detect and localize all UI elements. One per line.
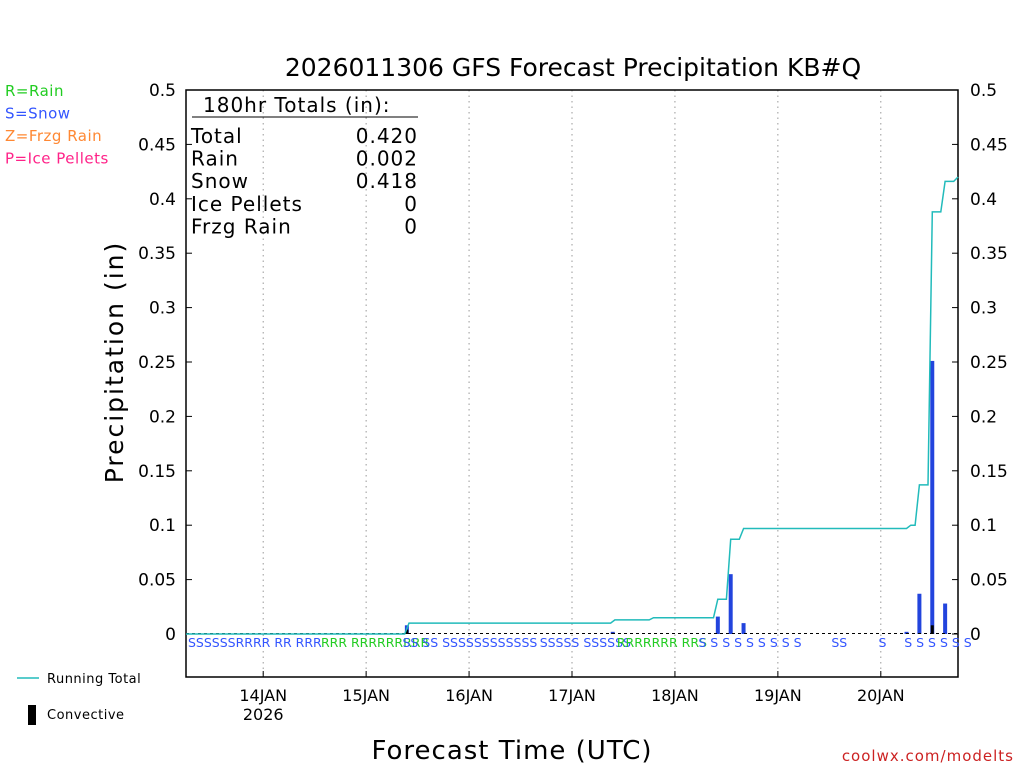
- x-tick-label: 18JAN: [651, 686, 699, 705]
- x-tick-label: 20JAN: [857, 686, 905, 705]
- bottom-legend: Running Total Convective: [17, 672, 141, 725]
- totals-box: 180hr Totals (in): Total 0.420 Rain 0.002 Sno…: [190, 93, 418, 238]
- y-tick-label-right: 0.3: [970, 299, 997, 319]
- legend-bar-swatch: [28, 705, 36, 725]
- precip-type-group: RRR RRRRRRRRR: [321, 635, 430, 650]
- precip-type-group: SS SS SSSSSSSSSSSS: [402, 635, 537, 650]
- totals-label: Snow: [191, 169, 249, 193]
- y-axis-right: 0 0.05 0.1 0.15 0.2 0.25 0.3 0.35 0.4 0.45 0.5: [952, 81, 1008, 645]
- totals-header: 180hr Totals (in):: [203, 93, 391, 117]
- totals-label: Ice Pellets: [191, 192, 303, 216]
- precip-type-group: RRRRRRR RRS: [617, 635, 707, 650]
- precip-bar: [930, 360, 935, 634]
- convective-bars: [405, 625, 934, 634]
- y-tick-label-left: 0.45: [138, 135, 176, 155]
- totals-label: Total: [190, 124, 243, 148]
- precip-bars: [404, 360, 948, 634]
- x-tick-label: 15JAN: [342, 686, 390, 705]
- x-tick-sublabel: 2026: [243, 705, 284, 724]
- y-tick-label-left: 0.4: [149, 190, 176, 210]
- y-tick-label-right: 0.1: [970, 516, 997, 536]
- totals-label: Rain: [191, 147, 239, 171]
- type-legend-item: S=Snow: [5, 105, 71, 123]
- precip-type-group: S S S S S S: [904, 635, 972, 650]
- credit-text: coolwx.com/modelts: [842, 747, 1014, 765]
- y-tick-label-left: 0.15: [138, 462, 176, 482]
- y-axis-label: Precipitation (in): [100, 241, 129, 484]
- y-axis-left: 0 0.05 0.1 0.15 0.2 0.25 0.3 0.35 0.4 0.45 0.5: [138, 81, 192, 645]
- totals-value: 0: [404, 214, 418, 238]
- y-tick-label-right: 0.2: [970, 407, 997, 427]
- y-tick-label-right: 0.4: [970, 190, 997, 210]
- totals-value: 0.420: [356, 124, 418, 148]
- y-tick-label-right: 0.25: [970, 353, 1008, 373]
- running-total-line: [186, 176, 959, 635]
- x-tick-label: 16JAN: [445, 686, 493, 705]
- precip-type-group: SS: [831, 635, 847, 650]
- x-tick-label: 17JAN: [548, 686, 596, 705]
- precip-bar: [904, 631, 909, 634]
- precip-type-group: S: [879, 635, 887, 650]
- totals-value: 0.002: [356, 147, 418, 171]
- y-tick-label-left: 0.25: [138, 353, 176, 373]
- y-tick-label-left: 0.1: [149, 516, 176, 536]
- legend-label: Convective: [47, 708, 125, 723]
- y-tick-label-right: 0.35: [970, 244, 1008, 264]
- y-tick-label-left: 0: [165, 625, 176, 645]
- totals-value: 0.418: [356, 169, 418, 193]
- type-legend-item: R=Rain: [5, 82, 64, 100]
- totals-value: 0: [404, 192, 418, 216]
- precip-type-group: S S S S S S S S S: [698, 635, 801, 650]
- x-tick-label: 19JAN: [754, 686, 802, 705]
- precip-bar: [728, 574, 733, 634]
- y-tick-label-right: 0.15: [970, 462, 1008, 482]
- y-tick-label-left: 0.5: [149, 81, 176, 101]
- x-tick-label: 14JAN: [239, 686, 287, 705]
- legend-label: Running Total: [47, 672, 141, 687]
- x-axis-label: Forecast Time (UTC): [371, 736, 652, 766]
- y-tick-label-left: 0.2: [149, 407, 176, 427]
- precip-bar: [943, 603, 948, 634]
- precip-type-legend: R=Rain S=Snow Z=Frzg Rain P=Ice Pellets: [5, 82, 109, 168]
- precip-type-group: SSSSSSRRRR RR RRR: [188, 635, 322, 650]
- y-tick-label-right: 0.5: [970, 81, 997, 101]
- chart-title: 2026011306 GFS Forecast Precipitation KB…: [285, 53, 861, 82]
- convective-bar: [405, 629, 409, 634]
- precip-bar: [741, 623, 746, 634]
- precip-type-group: SSSSS SSSSSS: [540, 635, 631, 650]
- y-tick-label-left: 0.3: [149, 299, 176, 319]
- type-legend-item: Z=Frzg Rain: [5, 127, 102, 145]
- precip-bar: [715, 616, 720, 634]
- convective-bar: [930, 625, 934, 634]
- y-tick-label-right: 0.05: [970, 571, 1008, 591]
- y-tick-label-left: 0.05: [138, 571, 176, 591]
- precip-bar: [917, 593, 922, 634]
- type-legend-item: P=Ice Pellets: [5, 150, 109, 168]
- y-tick-label-right: 0: [970, 625, 981, 645]
- totals-label: Frzg Rain: [191, 214, 292, 238]
- y-tick-label-right: 0.45: [970, 135, 1008, 155]
- y-tick-label-left: 0.35: [138, 244, 176, 264]
